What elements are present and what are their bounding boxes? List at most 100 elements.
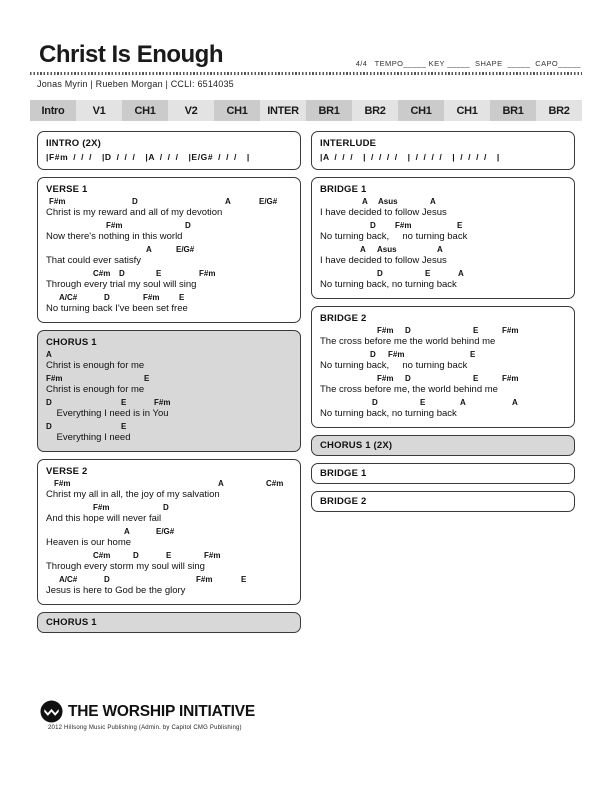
section-title: VERSE 1: [46, 184, 88, 195]
chord-progression-line: |A / / / | / / / / | / / / / | / / / / |: [320, 152, 500, 162]
chord: D: [132, 197, 138, 206]
chord-progression-line: |F#m / / / |D / / / |A / / / |E/G# / / /…: [46, 152, 250, 162]
chord: D: [372, 398, 378, 407]
section-box: IINTRO (2X) |F#m / / / |D / / / |A / / / …: [37, 131, 301, 170]
chord: Asus: [377, 245, 397, 254]
lyric-line: Christ is enough for me: [46, 384, 145, 395]
song-map-item-v1: V1: [76, 100, 122, 121]
left-column: IINTRO (2X) |F#m / / / |D / / / |A / / / …: [37, 131, 301, 640]
chord: E: [121, 422, 127, 431]
chord: A: [437, 245, 443, 254]
chord: F#m: [395, 221, 412, 230]
section-box: BRIDGE 1 A Asus A I have decided to follow J…: [311, 177, 575, 299]
chord: A: [458, 269, 464, 278]
chord-row: D F#m E: [320, 221, 566, 231]
chord: C#m: [266, 479, 284, 488]
chord-row: D E F#m: [46, 398, 292, 408]
chord: D: [104, 575, 110, 584]
lyric-line: No turning back, no turning back: [320, 408, 457, 419]
chord: F#m: [54, 479, 71, 488]
chord: E: [121, 398, 127, 407]
section-title: CHORUS 1: [46, 337, 97, 348]
section-title: BRIDGE 2: [320, 496, 367, 507]
chord: D: [405, 374, 411, 383]
section-box: CHORUS 1 A Christ is enough for me F#m E Chri…: [37, 330, 301, 452]
chord-row: F#m D E F#m: [320, 374, 566, 384]
right-column: INTERLUDE |A / / / | / / / / | / / / / | …: [311, 131, 575, 519]
chord: D: [133, 551, 139, 560]
lyric-line: Through every storm my soul will sing: [46, 561, 205, 572]
chord: A: [362, 197, 368, 206]
song-map-item-intro: Intro: [30, 100, 76, 121]
section-reference-bar: BRIDGE 1: [311, 463, 575, 484]
brand-name: THE WORSHIP INITIATIVE: [68, 702, 256, 720]
lyric-line: Christ my all in all, the joy of my salv…: [46, 489, 220, 500]
chord-row: F#m D A E/G#: [46, 197, 292, 207]
authors-ccli-line: Jonas Myrin | Rueben Morgan | CCLI: 6514…: [37, 79, 234, 89]
song-map-item-br2: BR2: [352, 100, 398, 121]
chord: A: [460, 398, 466, 407]
page-title: Christ Is Enough: [39, 41, 224, 68]
chord: F#m: [502, 326, 519, 335]
chord: D: [370, 221, 376, 230]
chord: F#m: [106, 221, 123, 230]
chord-row: A/C# D F#m E: [46, 575, 292, 585]
chord: E/G#: [156, 527, 175, 536]
section-title: BRIDGE 1: [320, 184, 367, 195]
song-map-item-ch1: CH1: [214, 100, 260, 121]
chord: F#m: [199, 269, 216, 278]
chord: E: [470, 350, 476, 359]
chord-row: F#m D: [46, 221, 292, 231]
chord: A: [218, 479, 224, 488]
chord: D: [46, 422, 52, 431]
chord: D: [370, 350, 376, 359]
chord-row: C#m D E F#m: [46, 269, 292, 279]
chord: C#m: [93, 269, 111, 278]
chord-row: F#m E: [46, 374, 292, 384]
lyric-line: No turning back, no turning back: [320, 279, 457, 290]
section-reference-bar: CHORUS 1 (2X): [311, 435, 575, 456]
song-map-item-ch1: CH1: [122, 100, 168, 121]
copyright-line: 2012 Hillsong Music Publishing (Admin. b…: [48, 725, 242, 731]
section-title: INTERLUDE: [320, 138, 377, 149]
chord-row: A Asus A: [320, 245, 566, 255]
chord: F#m: [196, 575, 213, 584]
section-box: VERSE 2 F#m A C#m Christ my all in all, the …: [37, 459, 301, 605]
lyric-line: That could ever satisfy: [46, 255, 142, 266]
chord: A: [146, 245, 152, 254]
section-box: BRIDGE 2 F#m D E F#m The cross before me the …: [311, 306, 575, 428]
lyric-line: No turning back, no turning back: [320, 231, 468, 242]
chord-row: A E/G#: [46, 245, 292, 255]
chord-row: C#m D E F#m: [46, 551, 292, 561]
chord: D: [405, 326, 411, 335]
song-map-item-inter: INTER: [260, 100, 306, 121]
song-map-bar: Intro V1 CH1 V2 CH1 INTER BR1 BR2 CH1 CH1 BR1 BR2: [30, 100, 582, 121]
chord: F#m: [377, 326, 394, 335]
chord: F#m: [154, 398, 171, 407]
lyric-line: No turning back, no turning back: [320, 360, 468, 371]
chord: Asus: [378, 197, 398, 206]
dotted-divider: [30, 72, 582, 75]
chord: D: [185, 221, 191, 230]
lyric-line: Everything I need is in You: [46, 408, 169, 419]
lyric-line: Christ is my reward and all of my devoti…: [46, 207, 223, 218]
chord: F#m: [388, 350, 405, 359]
worship-initiative-logo-icon: [40, 700, 63, 723]
section-box: VERSE 1 F#m D A E/G# Christ is my reward and …: [37, 177, 301, 323]
chord: C#m: [93, 551, 111, 560]
chord: F#m: [49, 197, 66, 206]
song-map-item-ch1: CH1: [398, 100, 444, 121]
chord: D: [119, 269, 125, 278]
chord: E: [156, 269, 162, 278]
chord: E/G#: [259, 197, 278, 206]
chord: F#m: [46, 374, 63, 383]
lyric-line: The cross before me, the world behind me: [320, 384, 498, 395]
chord-row: A/C# D F#m E: [46, 293, 292, 303]
chord: D: [46, 398, 52, 407]
song-map-item-ch1: CH1: [444, 100, 490, 121]
meta-fields: 4/4 TEMPO_____ KEY _____ SHAPE _____ CAP…: [355, 59, 581, 68]
chord: A: [512, 398, 518, 407]
